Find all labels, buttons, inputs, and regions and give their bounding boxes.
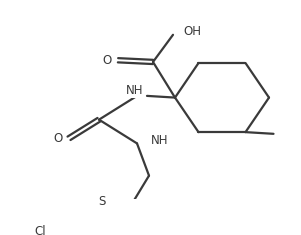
Text: OH: OH <box>183 25 201 38</box>
Text: O: O <box>103 54 112 67</box>
Text: S: S <box>98 195 106 208</box>
Text: O: O <box>54 132 63 145</box>
Text: NH: NH <box>126 84 144 97</box>
Text: NH: NH <box>151 133 169 146</box>
Text: Cl: Cl <box>34 225 46 235</box>
